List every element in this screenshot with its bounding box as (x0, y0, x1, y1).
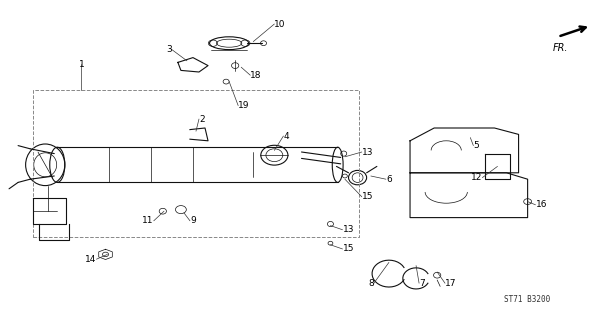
Text: 2: 2 (199, 115, 204, 124)
Text: 15: 15 (362, 192, 373, 201)
Text: 13: 13 (362, 148, 373, 156)
Text: 13: 13 (343, 225, 354, 234)
Text: 7: 7 (419, 279, 425, 288)
Text: 12: 12 (471, 173, 482, 182)
Text: 8: 8 (368, 279, 374, 288)
Text: FR.: FR. (553, 43, 569, 52)
Text: 3: 3 (166, 45, 172, 54)
Text: 18: 18 (250, 71, 262, 80)
Text: 17: 17 (445, 279, 456, 288)
Text: 6: 6 (386, 175, 392, 184)
Text: 9: 9 (190, 216, 196, 225)
Text: 4: 4 (283, 132, 289, 140)
Text: 19: 19 (238, 101, 250, 110)
Text: ST71 B3200: ST71 B3200 (504, 295, 550, 304)
Text: 16: 16 (535, 200, 547, 209)
Text: 14: 14 (85, 255, 96, 264)
Text: 11: 11 (142, 216, 154, 225)
Text: 5: 5 (473, 141, 479, 150)
Text: 1: 1 (78, 60, 84, 68)
Text: 15: 15 (343, 244, 354, 253)
Text: 10: 10 (274, 20, 286, 28)
